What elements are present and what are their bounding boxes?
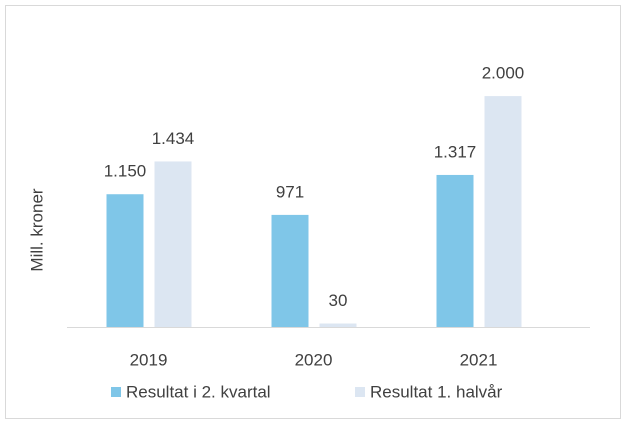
bar <box>436 174 474 327</box>
data-label: 1.317 <box>434 142 477 161</box>
bar <box>106 194 144 327</box>
legend-swatch <box>355 387 365 397</box>
legend-swatch <box>111 387 121 397</box>
data-label: 1.434 <box>152 129 195 148</box>
legend-label: Resultat 1. halvår <box>370 382 503 401</box>
x-tick-label: 2019 <box>130 350 168 369</box>
data-label: 971 <box>276 182 304 201</box>
data-label: 30 <box>329 291 348 310</box>
x-tick-label: 2020 <box>295 350 333 369</box>
y-axis-label: Mill. kroner <box>27 188 46 271</box>
x-tick-label: 2021 <box>460 350 498 369</box>
bar <box>484 96 522 327</box>
bar <box>319 323 357 327</box>
legend-label: Resultat i 2. kvartal <box>126 382 271 401</box>
bar <box>271 214 309 327</box>
bar <box>154 161 192 327</box>
data-label: 1.150 <box>104 162 147 181</box>
data-label: 2.000 <box>482 64 525 83</box>
